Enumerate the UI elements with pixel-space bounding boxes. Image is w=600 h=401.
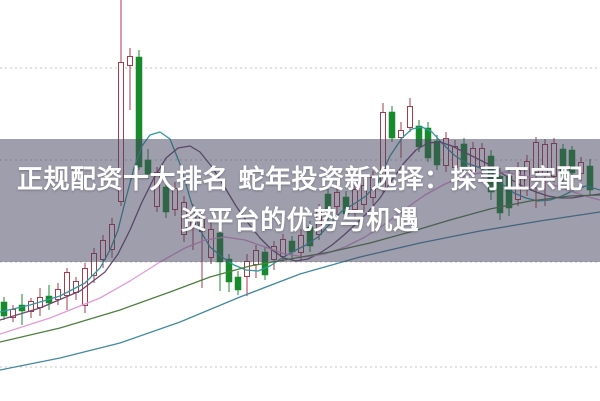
- candle-body-up: [28, 301, 34, 312]
- candle-body-down: [0, 301, 8, 317]
- candle-body-up: [127, 56, 133, 66]
- candle-body-down: [388, 111, 396, 139]
- headline-line-2: 资平台的优势与机遇: [180, 205, 420, 236]
- candle-body-up: [64, 272, 70, 296]
- headline-overlay: 正规配资十大排名 蛇年投资新选择：探寻正宗配 资平台的优势与机遇: [0, 139, 600, 262]
- candle-body-up: [407, 106, 413, 128]
- candle-body-up: [398, 130, 404, 138]
- candle-body-down: [234, 276, 242, 291]
- candle-body-up: [55, 289, 61, 300]
- headline-line-1: 正规配资十大排名 蛇年投资新选择：探寻正宗配: [16, 164, 584, 195]
